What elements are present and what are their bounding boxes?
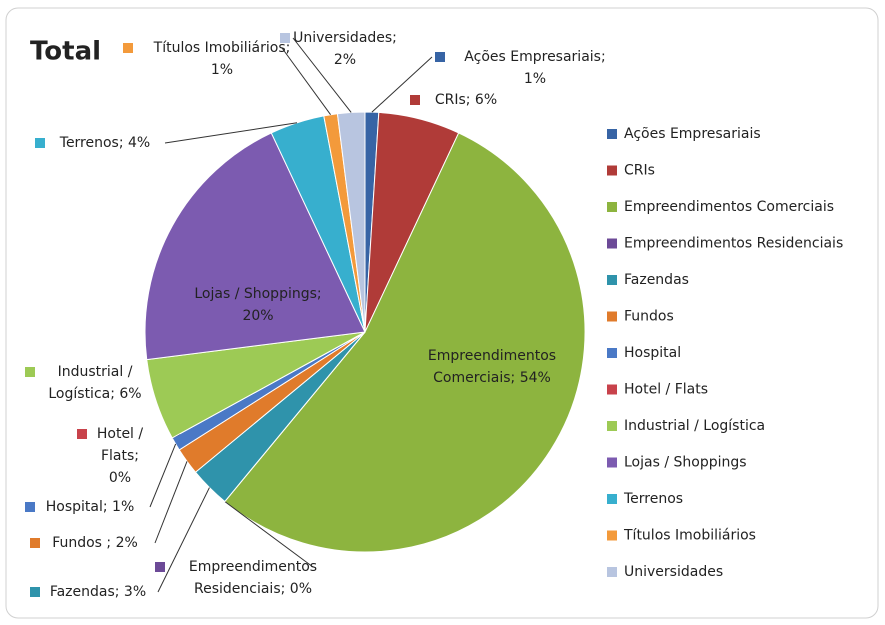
- leader-line: [149, 443, 177, 508]
- label-marker: [155, 562, 165, 572]
- data-label: Títulos Imobiliários; 1%: [153, 40, 291, 78]
- legend-label: Empreendimentos Residenciais: [624, 236, 843, 252]
- label-marker: [25, 502, 35, 512]
- leader-line: [157, 487, 210, 593]
- data-label: Universidades; 2%: [293, 30, 397, 68]
- label-marker: [25, 367, 35, 377]
- leader-line: [281, 47, 331, 116]
- data-label: Terrenos; 4%: [59, 135, 150, 151]
- legend-swatch: [607, 311, 617, 322]
- legend-label: Terrenos: [623, 491, 683, 507]
- pie-slice: [144, 132, 366, 361]
- label-marker: [77, 429, 87, 439]
- label-marker: [435, 52, 445, 62]
- label-marker: [123, 43, 133, 53]
- legend-label: Títulos Imobiliários: [623, 528, 756, 544]
- pie-slice: [336, 111, 366, 333]
- data-label: Industrial / Logística; 6%: [48, 364, 141, 402]
- legend-label: CRIs: [624, 163, 655, 179]
- leader-line: [224, 501, 314, 568]
- legend-swatch: [607, 384, 617, 395]
- legend-swatch: [607, 530, 617, 541]
- leader-line: [292, 37, 352, 113]
- legend-swatch: [607, 457, 617, 468]
- data-label: Hotel / Flats; 0%: [97, 426, 144, 486]
- legend-swatch: [607, 348, 617, 358]
- label-marker: [410, 95, 420, 105]
- data-label: Empreendimentos Residenciais; 0%: [189, 559, 317, 597]
- legend-swatch: [607, 202, 617, 212]
- legend-swatch: [607, 275, 617, 285]
- legend-label: Hospital: [624, 345, 681, 361]
- chart-title: Total: [30, 37, 101, 67]
- legend-label: Fazendas: [624, 272, 689, 288]
- label-marker: [280, 33, 290, 43]
- data-label: Ações Empresariais; 1%: [464, 49, 605, 87]
- legend-swatch: [607, 129, 617, 139]
- legend-swatch: [607, 165, 617, 176]
- data-label: Fundos ; 2%: [52, 535, 138, 551]
- label-marker: [35, 138, 45, 148]
- legend-swatch: [607, 238, 617, 249]
- legend-label: Fundos: [624, 309, 674, 325]
- leader-line: [154, 461, 188, 544]
- legend-label: Empreendimentos Comerciais: [624, 199, 834, 215]
- data-label: CRIs; 6%: [435, 92, 497, 108]
- legend-swatch: [607, 421, 617, 431]
- legend-label: Hotel / Flats: [624, 382, 708, 398]
- legend-swatch: [607, 567, 617, 577]
- legend-label: Ações Empresariais: [624, 126, 761, 142]
- label-marker: [30, 538, 40, 548]
- pie-slice: [224, 132, 586, 553]
- legend-label: Lojas / Shoppings: [624, 455, 747, 471]
- leader-line: [371, 56, 433, 113]
- legend-label: Universidades: [624, 564, 723, 580]
- data-label: Fazendas; 3%: [50, 584, 146, 600]
- legend-swatch: [607, 494, 617, 504]
- legend-label: Industrial / Logística: [624, 418, 765, 434]
- data-label: Lojas / Shoppings; 20%: [194, 286, 321, 324]
- leader-line: [164, 122, 298, 144]
- label-marker: [30, 587, 40, 597]
- data-label: Hospital; 1%: [46, 499, 135, 515]
- data-label: Empreendimentos Comerciais; 54%: [428, 348, 556, 386]
